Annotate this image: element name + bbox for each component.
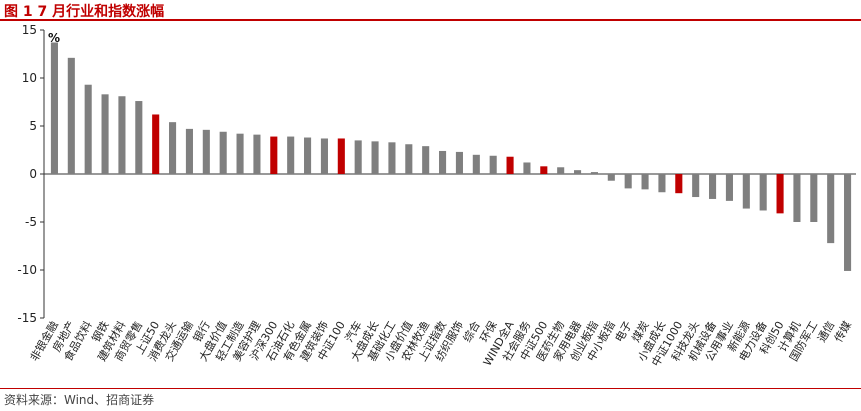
source-note: 资料来源：Wind、招商证券 [4,393,155,407]
y-tick-label: -5 [25,215,37,229]
figure-title: 图 1 7 月行业和指数涨幅 [4,4,165,20]
bar [641,174,649,190]
x-tick-label: 传媒 [832,319,854,345]
bar [827,174,835,244]
bar [405,144,413,174]
axes: 15 10 5 0 -5 -10 -15 [17,23,856,325]
bar [152,114,160,174]
bar [692,174,700,198]
bar [675,174,683,194]
x-tick-label: 电子 [613,319,635,345]
bar [337,138,345,174]
bar [388,142,396,174]
bar [371,141,379,174]
bar [725,174,733,201]
bar [320,138,328,174]
bar [50,42,58,175]
bar [607,174,615,181]
bar [455,151,463,174]
bar [270,136,278,174]
y-tick-label: 0 [29,167,37,181]
bar [185,128,193,174]
y-tick-label: 10 [22,71,37,85]
bar [135,101,143,174]
bar [709,174,717,199]
bar [101,94,109,174]
bar [523,162,531,174]
x-tick-label: 通信 [815,319,837,345]
bar [489,155,497,174]
bar [540,166,548,174]
bar [67,57,75,175]
bar [624,174,632,189]
bar [84,84,92,174]
bar [236,133,244,174]
bar [169,122,177,174]
bar [439,150,447,174]
y-tick-label: -10 [17,263,37,277]
bar [658,174,666,193]
bar [219,131,227,174]
bar [793,174,801,222]
bar [574,170,582,174]
bar [287,136,295,174]
bar [472,154,480,174]
bar [253,134,261,174]
y-tick-label: -15 [17,311,37,325]
y-tick-label: 15 [22,23,37,37]
x-labels: 非银金融房地产食品饮料钢铁建筑材料商贸零售上证50消费龙头交通运输银行大盘价值轻… [27,318,854,369]
bar [759,174,767,211]
bar [354,140,362,174]
bar [742,174,750,209]
bar [844,174,852,271]
bar [202,129,210,174]
bars [50,42,852,271]
bar [118,96,126,174]
bar [776,174,784,214]
source-rule [0,388,861,389]
bar [810,174,818,222]
bar [557,167,565,174]
bar [304,137,312,174]
bar-chart: 15 10 5 0 -5 -10 -15 非银金融房地产食品饮料钢铁建筑材料商贸零售上证50… [17,23,856,369]
y-unit-label: % [48,31,60,45]
bar [506,156,514,174]
y-tick-label: 5 [29,119,37,133]
bar [422,146,430,174]
title-rule [0,19,861,21]
x-tick-label: 综合 [460,319,483,345]
bar [590,172,598,174]
